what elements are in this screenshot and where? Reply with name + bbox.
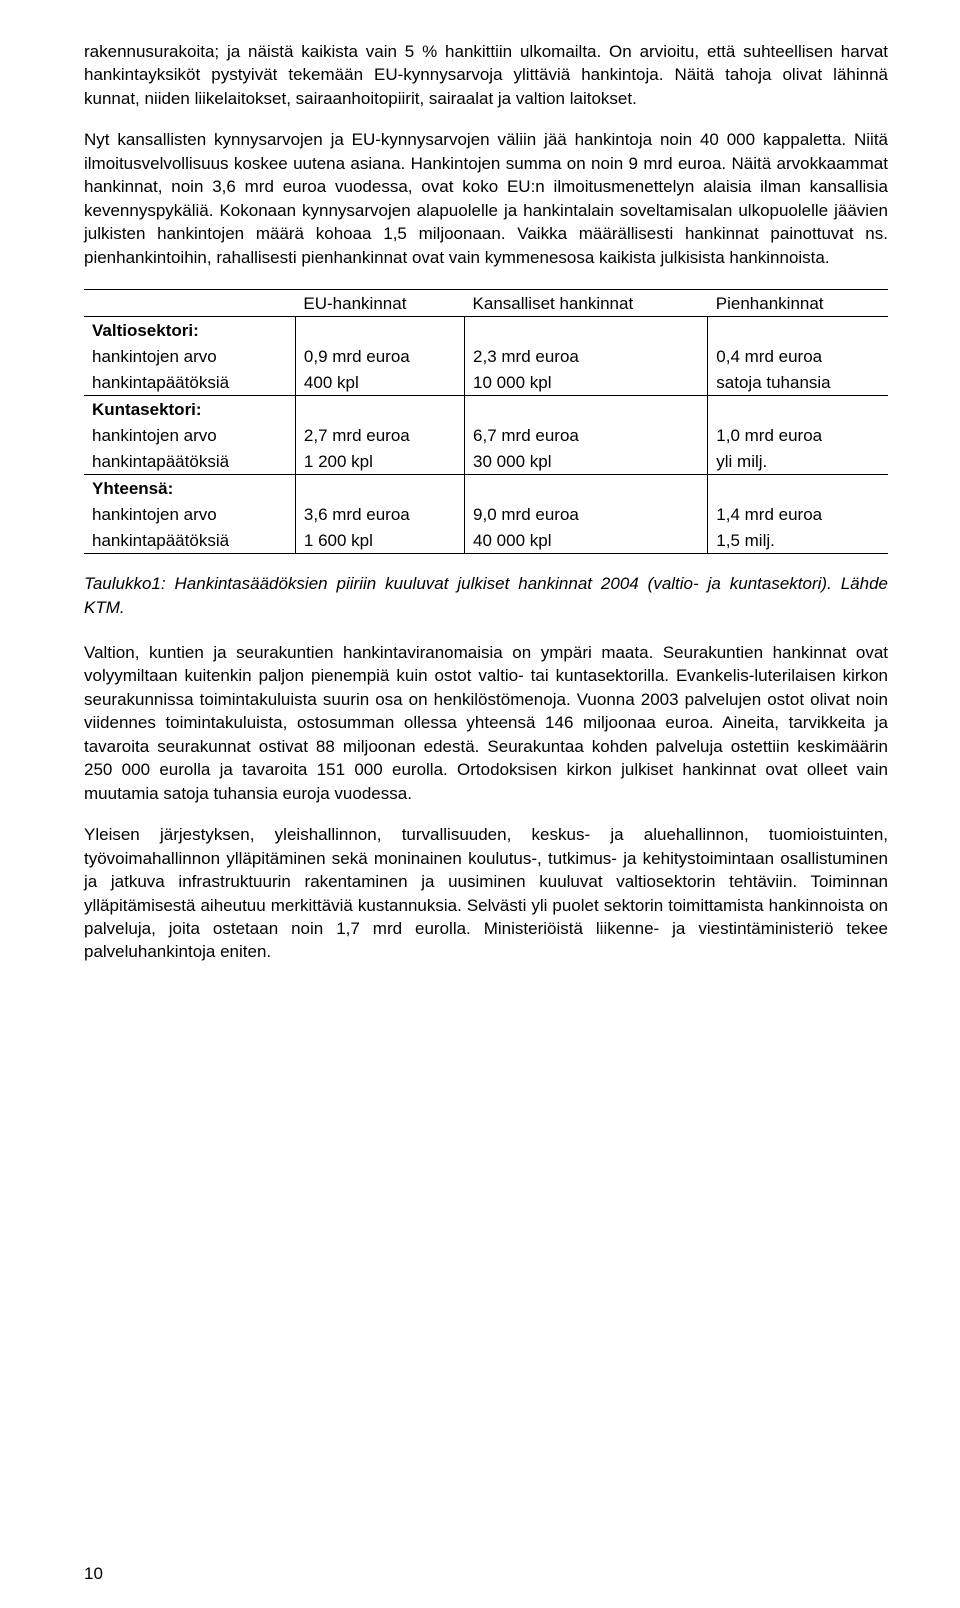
table-cell: yli milj. [708, 448, 888, 475]
table-cell: 1,5 milj. [708, 527, 888, 554]
table-cell [708, 475, 888, 502]
table-cell: satoja tuhansia [708, 369, 888, 396]
table-caption: Taulukko1: Hankintasäädöksien piiriin ku… [84, 572, 888, 619]
table-cell: 2,7 mrd euroa [295, 422, 464, 448]
table-row-label: hankintojen arvo [84, 422, 295, 448]
table-cell: 3,6 mrd euroa [295, 501, 464, 527]
table-cell [295, 396, 464, 423]
table-row-label: hankintapäätöksiä [84, 527, 295, 554]
table-cell: 0,4 mrd euroa [708, 343, 888, 369]
table-cell: 1 600 kpl [295, 527, 464, 554]
table-row-label: hankintojen arvo [84, 501, 295, 527]
table-cell [708, 317, 888, 344]
table-cell: 9,0 mrd euroa [465, 501, 708, 527]
table-header: EU-hankinnat [295, 290, 464, 317]
table-row-label: hankintapäätöksiä [84, 369, 295, 396]
table-cell: 400 kpl [295, 369, 464, 396]
table-cell: 30 000 kpl [465, 448, 708, 475]
table-cell [295, 317, 464, 344]
paragraph: Yleisen järjestyksen, yleishallinnon, tu… [84, 823, 888, 964]
table-section-header: Yhteensä: [84, 475, 295, 502]
table-row-label: hankintojen arvo [84, 343, 295, 369]
table-cell [295, 475, 464, 502]
table-section-header: Valtiosektori: [84, 317, 295, 344]
paragraph: Nyt kansallisten kynnysarvojen ja EU-kyn… [84, 128, 888, 269]
table-cell [708, 396, 888, 423]
page-number: 10 [84, 1564, 103, 1584]
table-cell: 0,9 mrd euroa [295, 343, 464, 369]
table-cell: 40 000 kpl [465, 527, 708, 554]
table-cell [465, 475, 708, 502]
table-header-empty [84, 290, 295, 317]
table-header: Kansalliset hankinnat [465, 290, 708, 317]
page: rakennusurakoita; ja näistä kaikista vai… [0, 0, 960, 1608]
table-cell: 1,0 mrd euroa [708, 422, 888, 448]
table-cell [465, 396, 708, 423]
table-cell [465, 317, 708, 344]
table-cell: 10 000 kpl [465, 369, 708, 396]
table-section-header: Kuntasektori: [84, 396, 295, 423]
table-row-label: hankintapäätöksiä [84, 448, 295, 475]
paragraph: rakennusurakoita; ja näistä kaikista vai… [84, 40, 888, 110]
procurement-table: EU-hankinnat Kansalliset hankinnat Pienh… [84, 289, 888, 554]
table-cell: 1,4 mrd euroa [708, 501, 888, 527]
paragraph: Valtion, kuntien ja seurakuntien hankint… [84, 641, 888, 805]
table-cell: 6,7 mrd euroa [465, 422, 708, 448]
table-cell: 1 200 kpl [295, 448, 464, 475]
table-header: Pienhankinnat [708, 290, 888, 317]
table-cell: 2,3 mrd euroa [465, 343, 708, 369]
